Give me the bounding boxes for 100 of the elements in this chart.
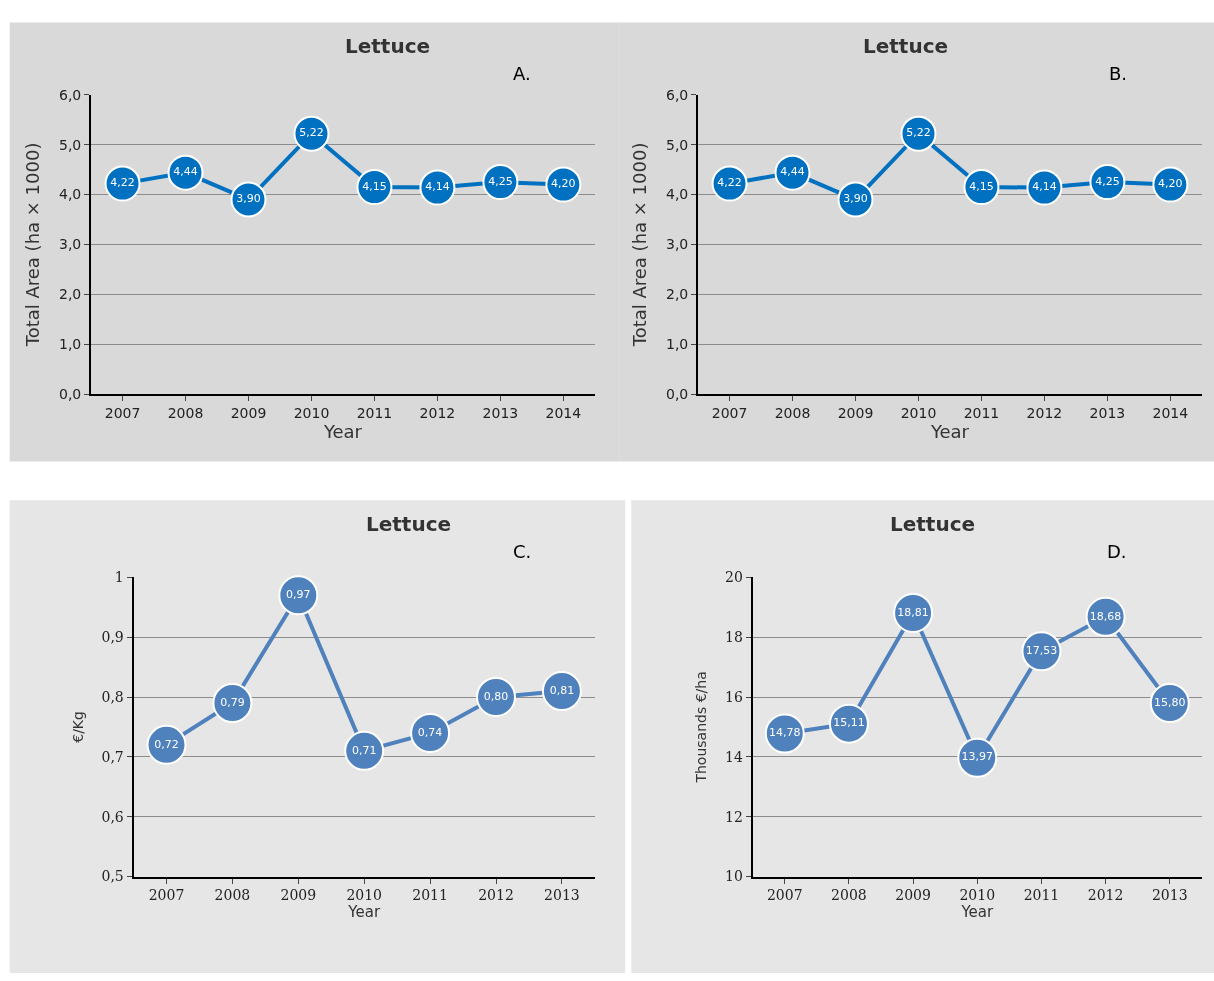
x-tick-label: 2008	[214, 887, 251, 904]
y-tick-label: 12	[725, 808, 743, 825]
y-tick-label: 3,0	[58, 236, 82, 253]
text: A.	[513, 63, 531, 84]
y-axis-title: Total Area (ha × 1000)	[628, 142, 650, 348]
x-tick-label: 2010	[959, 887, 996, 904]
x-tick-label: 2012	[1087, 887, 1124, 904]
y-tick-label: 1,0	[665, 336, 689, 353]
data-label: 3,90	[236, 192, 261, 206]
data-label: 14,78	[769, 726, 801, 740]
data-label: 4,20	[551, 177, 576, 191]
x-axis-title: Year	[960, 903, 994, 922]
text: D.	[1107, 541, 1127, 562]
data-label: 4,25	[488, 174, 513, 188]
y-tick-label: 0,5	[101, 868, 124, 885]
data-label: 4,15	[969, 179, 994, 193]
x-tick-label: 2009	[230, 404, 267, 421]
y-tick-label: 0,8	[101, 688, 124, 705]
y-tick-label: 1,0	[58, 336, 82, 353]
y-tick-label: 20	[725, 569, 743, 586]
data-label: 0,79	[220, 695, 245, 709]
y-tick-label: 2,0	[58, 286, 82, 303]
x-tick-label: 2011	[1023, 887, 1060, 904]
data-label: 4,20	[1158, 177, 1183, 191]
data-label: 15,80	[1154, 695, 1186, 709]
data-label: 17,53	[1025, 643, 1058, 657]
x-tick-label: 2007	[766, 887, 803, 904]
x-tick-label: 2010	[293, 404, 330, 421]
data-label: 0,81	[549, 683, 575, 697]
y-tick-label: 4,0	[665, 186, 689, 203]
x-tick-label: 2011	[356, 404, 393, 421]
data-label: 3,90	[843, 192, 868, 206]
x-tick-label: 2011	[412, 887, 448, 904]
data-label: 4,15	[362, 179, 387, 193]
y-tick-label: 5,0	[665, 136, 689, 153]
text: B.	[1109, 63, 1128, 84]
x-tick-label: 2008	[167, 404, 204, 421]
y-axis-title: Total Area (ha × 1000)	[21, 142, 43, 348]
data-label: 0,80	[483, 689, 509, 703]
chart-title: Lettuce	[890, 512, 976, 536]
data-label: 4,44	[173, 165, 198, 179]
x-tick-label: 2009	[895, 887, 931, 904]
y-tick-label: 4,0	[58, 186, 82, 203]
data-label: 13,97	[961, 750, 994, 764]
x-tick-label: 2013	[482, 404, 519, 421]
y-tick-label: 2,0	[665, 286, 689, 303]
chart-title: Lettuce	[863, 34, 949, 58]
y-tick-label: 14	[725, 748, 743, 765]
y-tick-label: 5,0	[58, 136, 82, 153]
y-tick-label: 16	[725, 688, 743, 705]
data-label: 0,72	[154, 737, 179, 751]
data-label: 18,68	[1089, 609, 1122, 623]
data-label: 0,71	[351, 743, 377, 757]
y-axis-title: €/Kg	[69, 711, 86, 743]
data-label: 18,81	[897, 605, 929, 619]
x-tick-label: 2007	[104, 404, 141, 421]
x-axis-title: Year	[347, 903, 381, 922]
y-tick-label: 10	[725, 868, 743, 885]
data-label: 4,14	[425, 180, 450, 194]
x-tick-label: 2014	[1152, 404, 1189, 421]
x-tick-label: 2014	[545, 404, 582, 421]
x-tick-label: 2009	[837, 404, 874, 421]
y-tick-label: 0,9	[101, 629, 124, 646]
chart-title: Lettuce	[366, 512, 452, 536]
x-tick-label: 2008	[774, 404, 811, 421]
y-tick-label: 18	[725, 629, 743, 646]
data-label: 4,14	[1032, 180, 1057, 194]
chart-title: Lettuce	[345, 34, 431, 58]
x-tick-label: 2007	[711, 404, 748, 421]
data-label: 4,44	[780, 165, 805, 179]
x-tick-label: 2012	[478, 887, 514, 904]
y-tick-label: 0,0	[58, 385, 82, 402]
x-tick-label: 2009	[280, 887, 317, 904]
y-tick-label: 0,0	[665, 385, 689, 402]
data-label: 0,74	[417, 725, 443, 739]
x-tick-label: 2013	[1089, 404, 1126, 421]
data-label: 0,97	[286, 588, 311, 602]
data-label: 15,11	[833, 716, 865, 730]
x-tick-label: 2012	[1026, 404, 1063, 421]
y-tick-label: 0,6	[101, 808, 124, 825]
y-tick-label: 6,0	[58, 86, 82, 103]
y-axis-title: Thousands €/ha	[693, 671, 710, 784]
data-label: 5,22	[299, 126, 324, 140]
y-tick-label: 6,0	[665, 86, 689, 103]
text: C.	[513, 541, 532, 562]
x-tick-label: 2013	[1151, 887, 1188, 904]
y-tick-label: 3,0	[665, 236, 689, 253]
x-tick-label: 2013	[544, 887, 580, 904]
x-tick-label: 2010	[900, 404, 937, 421]
x-tick-label: 2007	[148, 887, 185, 904]
x-axis-title: Year	[929, 420, 970, 442]
y-tick-label: 0,7	[101, 748, 124, 765]
x-tick-label: 2008	[831, 887, 867, 904]
x-tick-label: 2010	[346, 887, 383, 904]
data-label: 4,22	[717, 176, 742, 190]
data-label: 5,22	[906, 126, 931, 140]
x-tick-label: 2012	[419, 404, 456, 421]
y-tick-label: 1	[114, 569, 124, 586]
x-axis-title: Year	[322, 420, 363, 442]
data-label: 4,22	[110, 176, 135, 190]
